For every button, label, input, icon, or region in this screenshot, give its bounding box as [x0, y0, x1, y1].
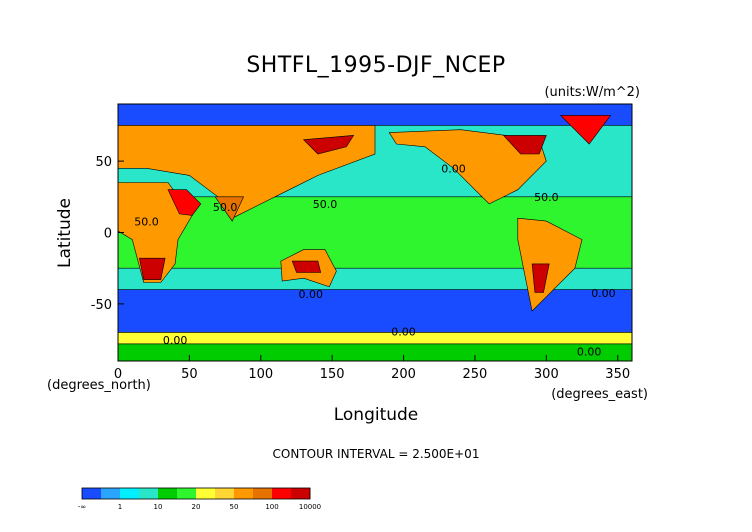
colorbar-label: 1 — [118, 503, 122, 511]
colorbar-label: 50 — [230, 503, 239, 511]
units-label: (units:W/m^2) — [544, 85, 640, 100]
y-axis-label: Latitude — [55, 198, 75, 268]
colorbar-swatch — [158, 488, 178, 499]
colorbar-label: 10000 — [299, 503, 321, 511]
x-tick-label: 100 — [248, 367, 273, 382]
region-africa-south-hot — [139, 257, 166, 280]
region-antarctic-coast — [118, 332, 632, 345]
region-north-atlantic-pacific-cold — [118, 104, 632, 126]
colorbar-swatch — [253, 488, 273, 499]
region-arabia — [167, 189, 202, 216]
colorbar-swatch — [177, 488, 197, 499]
y-tick-label: 50 — [95, 155, 112, 170]
y-tick-label: -50 — [91, 298, 112, 313]
colorbar-label: -∞ — [78, 503, 86, 511]
x-units-label: (degrees_east) — [551, 387, 648, 402]
contour-label: 50.0 — [213, 201, 238, 214]
colorbar-swatch — [291, 488, 311, 499]
region-australia-hot — [291, 260, 322, 273]
region-south-america — [517, 217, 583, 312]
colorbar-swatch — [272, 488, 292, 499]
contour-label: 50.0 — [534, 191, 559, 204]
contour-label: 50.0 — [134, 215, 159, 228]
colorbar-label: 10 — [154, 503, 163, 511]
contour-interval-label: CONTOUR INTERVAL = 2.500E+01 — [273, 447, 480, 461]
colorbar-swatch — [234, 488, 254, 499]
contour-label: 50.0 — [313, 198, 338, 211]
plot-regions — [118, 104, 632, 361]
colorbar-swatch — [196, 488, 216, 499]
region-greenland — [559, 115, 612, 145]
colorbar-label: 20 — [192, 503, 201, 511]
y-tick-label: 0 — [104, 227, 112, 242]
x-tick-label: 150 — [320, 367, 345, 382]
colorbar-label: 100 — [265, 503, 278, 511]
y-axis-ticks: 50 0 -50 — [91, 155, 124, 313]
colorbar-swatch — [139, 488, 159, 499]
x-axis-label: Longitude — [334, 405, 419, 425]
x-tick-label: 200 — [391, 367, 416, 382]
region-antarctica — [118, 343, 632, 361]
colorbar: -∞ 1 10 20 50 100 10000 — [78, 487, 321, 511]
contour-label: 0.00 — [441, 163, 466, 176]
x-tick-label: 250 — [463, 367, 488, 382]
region-eurasia — [118, 125, 376, 219]
x-tick-label: 350 — [605, 367, 630, 382]
colorbar-swatch — [101, 488, 121, 499]
colorbar-swatch — [215, 488, 235, 499]
region-canada-hot — [502, 135, 547, 155]
region-southern-ocean-band — [118, 289, 632, 333]
x-axis-ticks: 0 50 100 150 200 250 300 350 — [114, 355, 630, 382]
contour-label: 0.00 — [163, 334, 188, 347]
chart-title: SHTFL_1995-DJF_NCEP — [246, 53, 505, 78]
region-india — [214, 196, 245, 222]
region-south-america-hot — [531, 263, 550, 293]
x-tick-label: 0 — [114, 367, 122, 382]
x-tick-label: 300 — [534, 367, 559, 382]
contour-labels: 50.0 50.0 50.0 50.0 0.00 0.00 0.00 0.00 0.00 0.00 — [134, 163, 615, 359]
contour-label: 0.00 — [591, 287, 616, 300]
y-units-label: (degrees_north) — [47, 378, 151, 393]
x-tick-label: 50 — [181, 367, 198, 382]
region-siberia-hot — [302, 135, 355, 155]
colorbar-outline — [81, 487, 311, 500]
colorbar-swatch — [82, 488, 102, 499]
contour-label: 0.00 — [299, 288, 324, 301]
contour-label: 0.00 — [577, 345, 602, 358]
contour-label: 0.00 — [391, 325, 416, 338]
region-tropics-band — [118, 196, 632, 269]
colorbar-swatch — [120, 488, 140, 499]
